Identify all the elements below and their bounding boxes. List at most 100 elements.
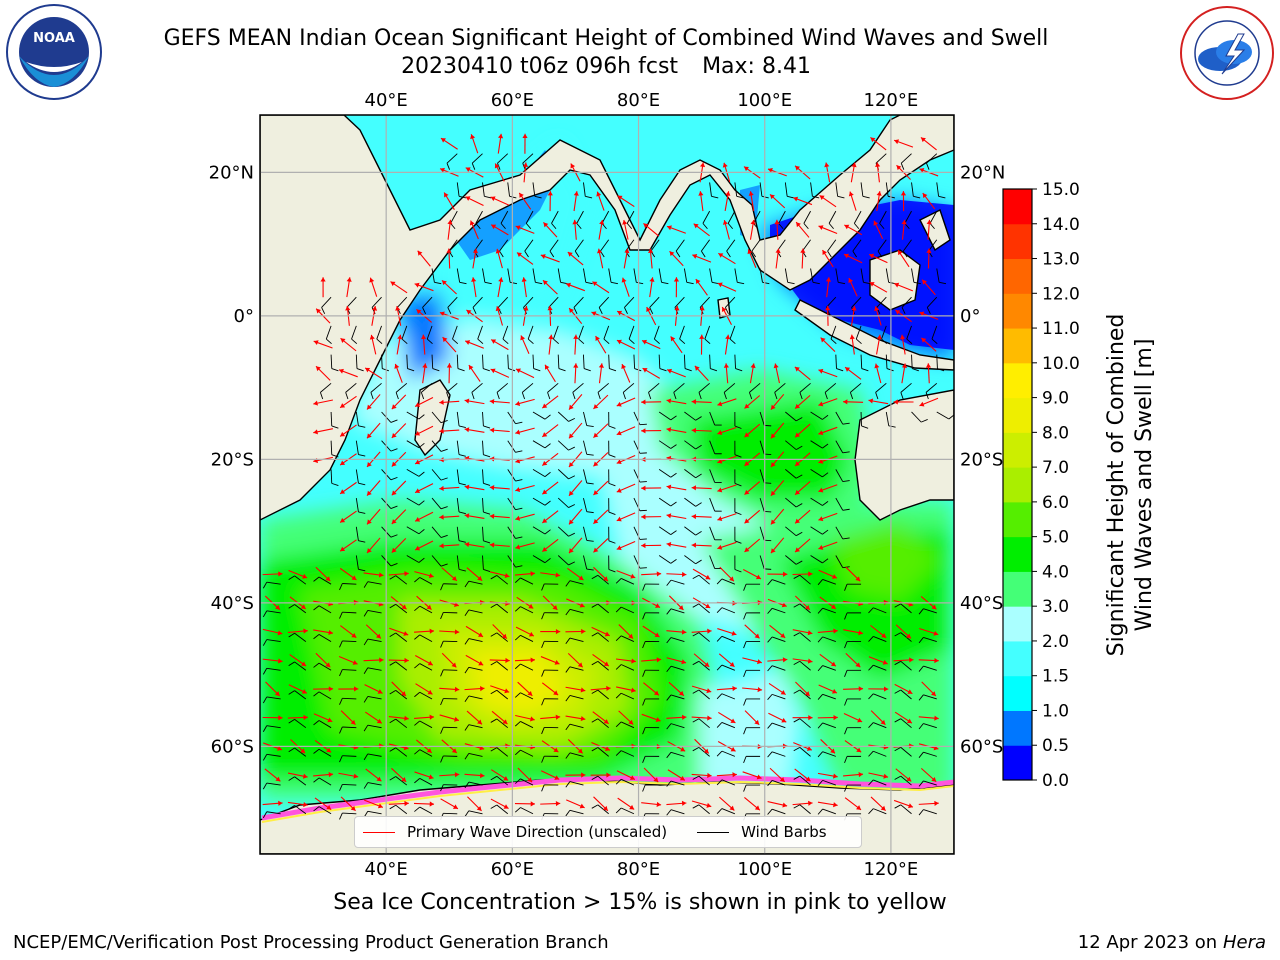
- wave-arrow-head: [646, 306, 651, 312]
- wind-barb: [520, 778, 534, 786]
- wind-barb: [670, 637, 685, 643]
- wind-barb-flag: [541, 669, 545, 677]
- wind-barb: [266, 811, 281, 815]
- colorbar-tick-label: 12.0: [1042, 284, 1080, 304]
- wave-arrow-head: [444, 192, 449, 198]
- wind-barb-flag: [490, 575, 498, 580]
- wind-barb: [477, 325, 483, 340]
- wind-barb: [885, 354, 888, 369]
- wave-arrow-head: [394, 363, 400, 369]
- wind-barb: [658, 526, 672, 536]
- wave-arrow-head: [757, 686, 763, 693]
- wind-barb-flag: [764, 511, 772, 513]
- wave-arrow-head: [629, 804, 635, 810]
- wind-barb: [759, 497, 765, 512]
- wind-barb-flag: [724, 307, 729, 314]
- wave-arrow-head: [691, 399, 697, 405]
- wind-barb-flag: [573, 307, 578, 314]
- wind-barb: [266, 725, 281, 729]
- wind-barb-flag: [716, 636, 723, 642]
- wave-arrow-head: [415, 517, 421, 522]
- wind-barb-flag: [921, 419, 928, 423]
- wind-barb: [923, 608, 937, 614]
- wave-arrow-head: [391, 432, 397, 438]
- wind-barb: [578, 325, 584, 340]
- wave-arrow-head: [624, 248, 630, 254]
- wind-barb-flag: [313, 605, 320, 611]
- colorbar-tick-label: 6.0: [1042, 493, 1069, 513]
- lon-tick-label-top: 40°E: [365, 90, 408, 111]
- wind-barb: [294, 604, 307, 614]
- wind-barb-flag: [894, 660, 902, 666]
- wind-barb-flag: [743, 641, 747, 649]
- wind-barb-flag: [339, 583, 343, 591]
- wave-arrow-head: [498, 133, 504, 139]
- map-legend: Primary Wave Direction (unscaled) Wind B…: [354, 816, 862, 848]
- wave-arrow-head: [780, 633, 786, 638]
- wind-barb-flag: [477, 338, 484, 345]
- wave-arrow-head: [875, 162, 881, 168]
- wind-barb: [835, 526, 844, 540]
- wave-arrow-head: [783, 571, 788, 577]
- wave-arrow-head: [906, 776, 912, 782]
- wind-barb-flag: [414, 634, 421, 640]
- wind-barb: [507, 469, 516, 482]
- wave-arrow-head: [681, 571, 687, 578]
- wave-arrow-head: [845, 367, 851, 372]
- wave-arrow-head: [515, 515, 521, 521]
- wind-barb-flag: [767, 579, 773, 586]
- wind-barb: [266, 581, 281, 585]
- wind-barb: [873, 808, 887, 815]
- wind-barb: [446, 153, 458, 164]
- wave-arrow-head: [573, 363, 579, 368]
- wind-barb: [709, 411, 716, 426]
- wind-barb-flag: [414, 778, 421, 784]
- wave-arrow-head: [350, 805, 356, 811]
- colorbar-tick-label: 1.0: [1042, 701, 1069, 721]
- wind-barb-flag: [313, 634, 320, 640]
- wind-barb: [532, 497, 546, 506]
- wave-arrow-head: [277, 745, 283, 751]
- wind-barb-flag: [692, 632, 700, 637]
- wind-barb-flag: [464, 724, 470, 731]
- wave-arrow-head: [340, 460, 346, 466]
- colorbar-tick-label: 9.0: [1042, 389, 1069, 409]
- wind-barb: [367, 581, 382, 585]
- wave-arrow-head: [747, 249, 753, 255]
- wind-barb: [774, 382, 786, 393]
- wind-barb-flag: [483, 454, 491, 458]
- wind-barb: [520, 749, 534, 757]
- wave-arrow-head: [770, 462, 776, 468]
- wave-arrow-head: [874, 306, 880, 312]
- wind-barb: [835, 411, 844, 425]
- wave-arrow-head: [429, 801, 435, 807]
- wind-barb: [835, 268, 839, 283]
- wind-barb-flag: [313, 748, 320, 754]
- wind-barb: [771, 751, 786, 757]
- wind-barb-flag: [446, 163, 450, 170]
- wind-barb-flag: [849, 392, 854, 400]
- wave-arrow-head: [795, 403, 800, 409]
- wind-barb-flag: [553, 338, 559, 345]
- wave-arrow-head: [883, 686, 889, 692]
- wave-arrow-head: [471, 277, 477, 282]
- wind-barb-flag: [576, 223, 582, 230]
- wind-barb: [771, 607, 786, 614]
- wind-barb-flag: [358, 454, 366, 457]
- wind-barb-flag: [793, 746, 801, 752]
- wind-barb-flag: [389, 575, 396, 580]
- wind-barb: [620, 692, 635, 700]
- wind-barb-flag: [490, 775, 498, 781]
- wind-barb: [759, 526, 765, 541]
- wave-arrow-head: [808, 715, 813, 721]
- wind-barb-flag: [568, 532, 576, 537]
- wind-barb: [532, 440, 546, 449]
- wind-barb: [482, 498, 484, 513]
- wind-barb-flag: [695, 502, 702, 507]
- wave-arrow-head: [732, 772, 737, 778]
- wind-barb-flag: [458, 454, 466, 457]
- wind-barb: [810, 469, 823, 478]
- wave-arrow-head: [489, 398, 495, 405]
- wind-barb-flag: [586, 482, 594, 485]
- legend-swatch-black: [697, 831, 730, 833]
